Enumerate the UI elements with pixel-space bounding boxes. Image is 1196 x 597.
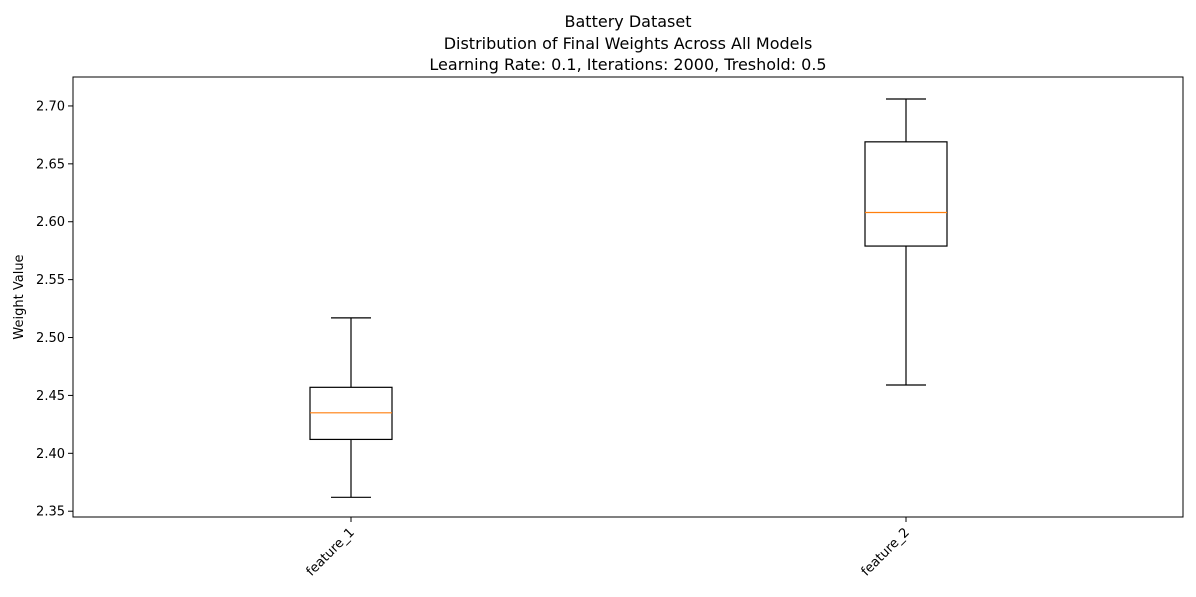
- y-tick-label: 2.35: [36, 505, 65, 520]
- y-tick-label: 2.50: [36, 331, 65, 346]
- chart-title: Battery Dataset: [565, 12, 692, 31]
- y-tick-label: 2.45: [36, 389, 65, 404]
- y-tick-label: 2.40: [36, 447, 65, 462]
- y-tick-label: 2.65: [36, 157, 65, 172]
- y-axis-label: Weight Value: [12, 254, 27, 339]
- box-iqr: [864, 141, 948, 247]
- y-tick-label: 2.55: [36, 273, 65, 288]
- chart-subtitle-line-2: Learning Rate: 0.1, Iterations: 2000, Tr…: [429, 55, 826, 74]
- plot-area-frame: [72, 76, 1184, 518]
- chart-subtitle-line-1: Distribution of Final Weights Across All…: [444, 34, 813, 53]
- y-tick-label: 2.60: [36, 215, 65, 230]
- y-tick-label: 2.70: [36, 99, 65, 114]
